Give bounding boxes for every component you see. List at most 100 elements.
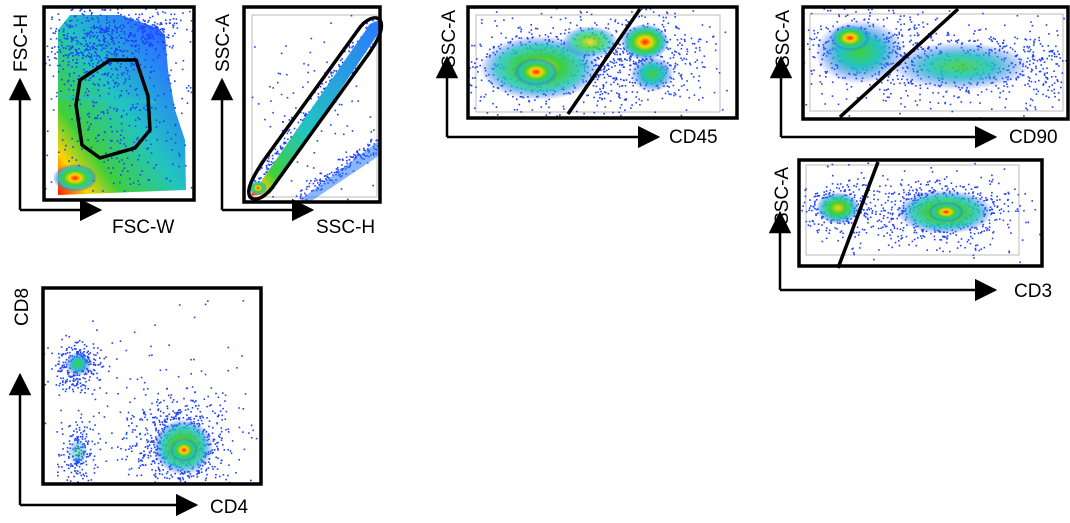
event-dot [703,55,706,57]
event-dot [888,96,890,99]
event-dot [304,115,306,117]
event-dot [46,45,49,48]
event-dot [1007,198,1009,201]
event-dot [959,244,962,247]
event-dot [130,39,132,42]
event-dot [69,351,71,354]
event-dot [998,182,1000,185]
event-dot [68,88,70,91]
plot-area [799,162,1042,264]
event-dot [1008,250,1010,253]
event-dot [1028,50,1031,53]
event-dot [110,67,113,70]
event-dot [517,27,520,29]
event-dot [1027,50,1029,53]
event-dot [1063,17,1065,20]
event-dot [171,47,173,49]
event-dot [678,89,680,91]
event-dot [470,91,473,94]
event-dot [1048,50,1051,53]
event-dot [887,244,890,246]
event-dot [891,246,893,249]
event-dot [122,50,124,53]
event-dot [100,45,103,47]
event-dot [910,39,912,42]
x-axis-label: FSC-W [112,217,174,238]
event-dot [179,155,181,157]
event-dot [809,225,812,227]
event-dot [964,246,966,249]
event-dot [884,209,887,212]
event-dot [112,21,115,23]
event-dot [120,30,123,33]
event-dot [111,37,114,39]
event-dot [68,79,70,82]
event-dot [563,32,566,35]
event-dot [55,28,58,30]
event-dot [94,84,96,86]
event-dot [970,188,973,190]
event-dot [328,177,330,179]
event-dot [702,66,704,68]
event-dot [358,148,361,151]
event-dot [516,109,519,111]
event-dot [94,359,97,361]
event-dot [1051,76,1053,78]
event-dot [75,54,77,56]
event-dot [823,194,825,196]
event-dot [86,17,89,19]
event-dot [135,39,138,42]
event-dot [811,209,813,212]
event-dot [62,55,65,57]
event-dot [92,32,94,34]
event-dot [88,379,91,381]
event-dot [70,347,73,349]
event-dot [123,137,125,139]
event-dot [1039,43,1042,45]
event-dot [375,139,378,142]
event-dot [966,240,969,243]
event-dot [272,196,274,198]
event-dot [892,78,894,81]
event-dot [890,93,892,95]
event-dot [618,111,620,114]
event-dot [105,356,107,358]
event-dot [141,36,144,38]
event-dot [1003,39,1005,42]
event-dot [113,53,115,56]
event-dot [145,41,148,43]
event-dot [618,96,620,98]
event-dot [680,73,683,76]
event-dot [169,180,172,182]
event-dot [927,183,930,186]
event-dot [165,22,167,25]
event-dot [312,167,315,169]
event-dot [334,132,337,135]
event-dot [674,34,676,36]
event-dot [618,58,621,60]
event-dot [82,54,85,57]
event-dot [888,9,890,12]
event-dot [106,30,108,33]
event-dot [104,9,107,11]
event-dot [948,10,951,12]
event-dot [126,157,129,159]
event-dot [358,154,360,156]
event-dot [110,38,112,40]
event-dot [714,49,717,52]
event-dot [88,116,90,118]
event-dot [145,104,148,107]
event-dot [530,24,532,26]
event-dot [83,351,85,353]
event-dot [165,106,167,108]
event-dot [265,166,268,169]
event-dot [82,0,84,1]
event-dot [95,354,97,357]
event-dot [100,349,102,351]
event-dot [72,377,75,380]
event-dot [182,59,185,62]
event-dot [351,100,353,103]
event-dot [647,98,649,101]
event-dot [799,49,801,51]
event-dot [680,114,683,117]
